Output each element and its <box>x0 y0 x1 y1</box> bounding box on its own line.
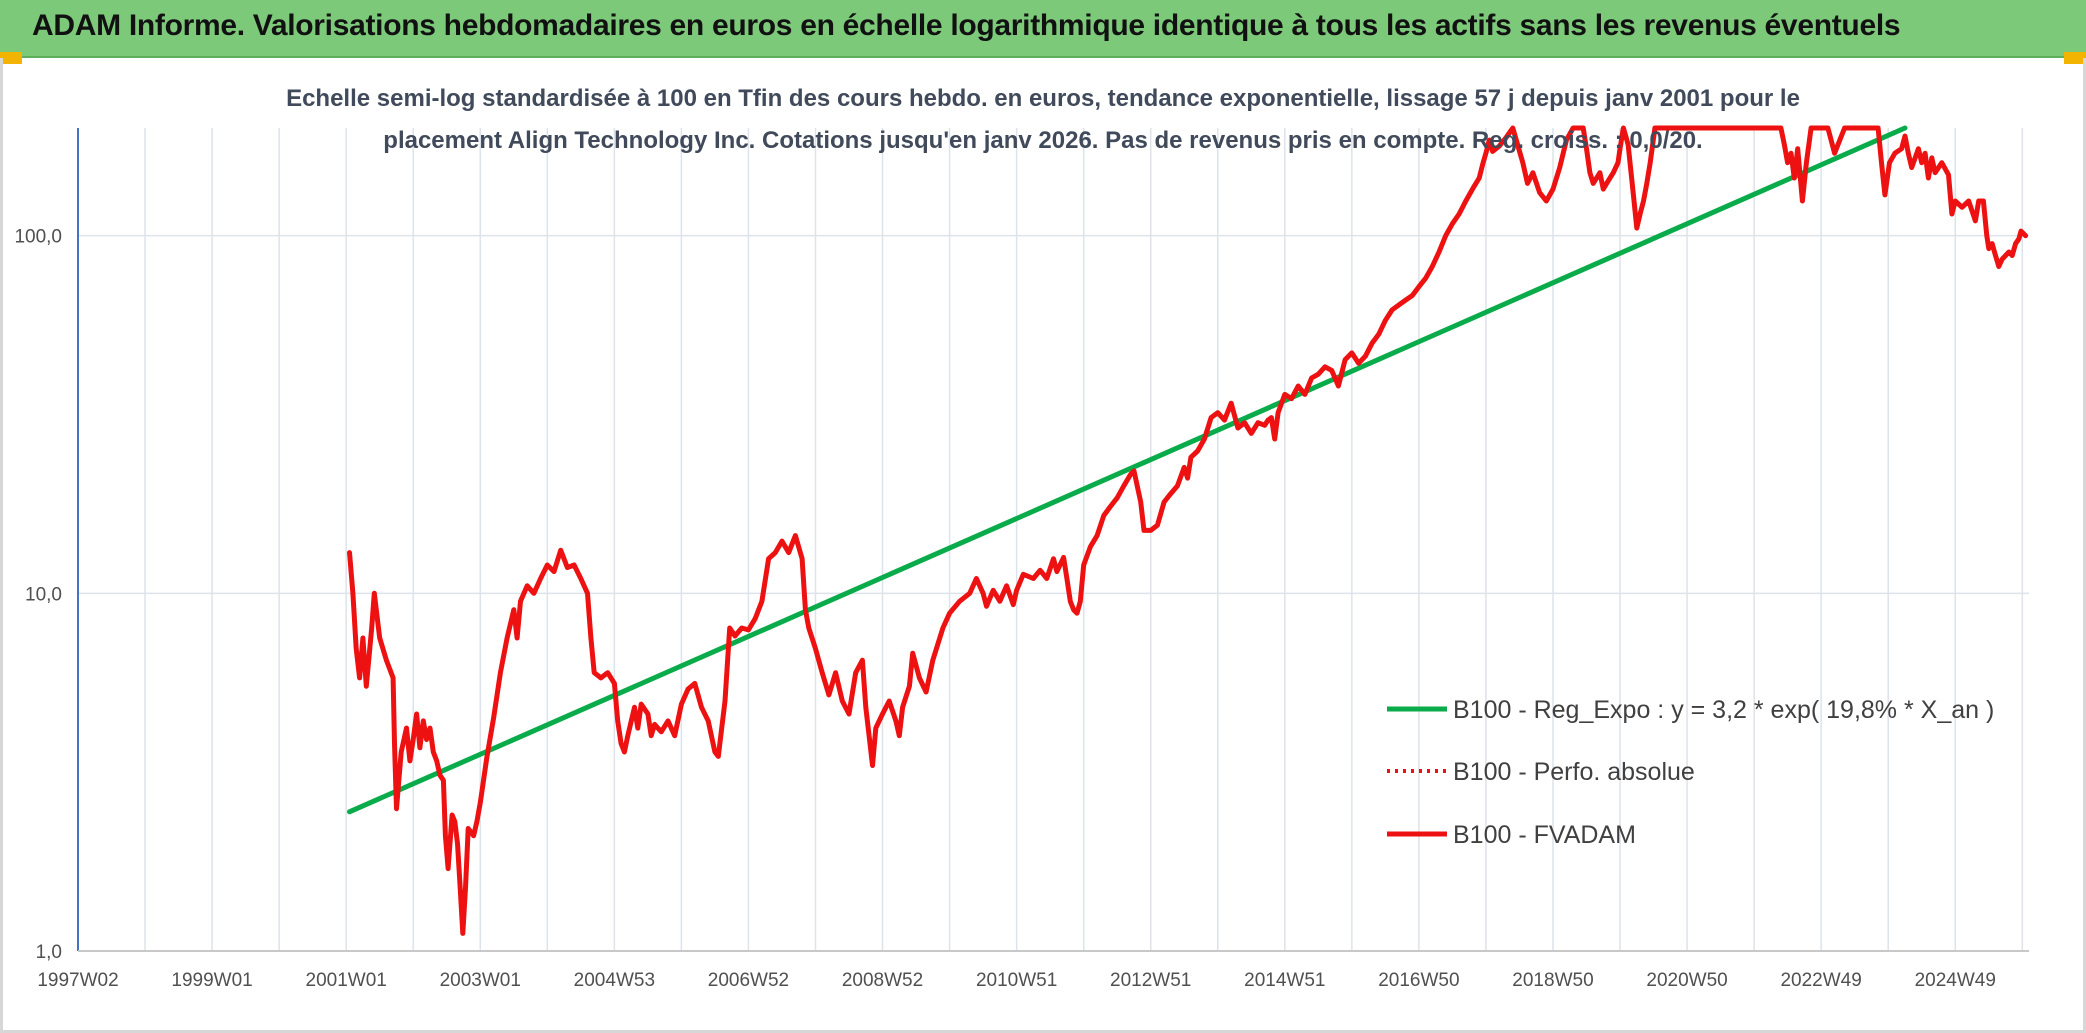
grid-layer <box>77 128 2029 952</box>
x-tick-label: 2003W01 <box>440 970 521 991</box>
y-tick-label: 1,0 <box>36 942 62 963</box>
axis-layer: 1,0 10,0 100,0 1997W02 1999W01 2001W01 2003W01… <box>14 128 2029 991</box>
x-tick-label: 2012W51 <box>1110 970 1191 991</box>
x-tick-label: 2020W50 <box>1646 970 1727 991</box>
x-tick-label: 2001W01 <box>306 970 387 991</box>
report-header: ADAM Informe. Valorisations hebdomadaire… <box>0 0 2086 58</box>
corner-accent-right <box>2064 52 2086 64</box>
chart-title: Echelle semi-log standardisée à 100 en T… <box>286 85 1800 154</box>
x-tick-label: 2004W53 <box>574 970 655 991</box>
x-tick-label: 2018W50 <box>1512 970 1593 991</box>
legend-label-perf: B100 - Perfo. absolue <box>1453 758 1695 786</box>
report-title: ADAM Informe. Valorisations hebdomadaire… <box>32 9 1901 42</box>
x-tick-label: 2006W52 <box>708 970 789 991</box>
y-tick-label: 10,0 <box>25 584 62 605</box>
x-tick-label: 2024W49 <box>1915 970 1996 991</box>
y-tick-label: 100,0 <box>14 227 62 248</box>
x-tick-label: 2010W51 <box>976 970 1057 991</box>
chart-area: 1,0 10,0 100,0 1997W02 1999W01 2001W01 2003W01… <box>0 58 2086 1033</box>
series-line-reg-expo <box>347 125 1908 815</box>
chart-title-line-1: Echelle semi-log standardisée à 100 en T… <box>286 85 1800 112</box>
legend-label-fvadam: B100 - FVADAM <box>1453 821 1636 849</box>
x-tick-label: 2014W51 <box>1244 970 1325 991</box>
x-tick-label: 2022W49 <box>1780 970 1861 991</box>
corner-accent-left <box>0 52 22 64</box>
x-tick-label: 2008W52 <box>842 970 923 991</box>
chart-svg: 1,0 10,0 100,0 1997W02 1999W01 2001W01 2003W01… <box>14 85 2029 991</box>
chart-title-line-2: placement Align Technology Inc. Cotation… <box>383 127 1702 154</box>
series-line-fvadam <box>347 125 2029 936</box>
legend: B100 - Reg_Expo : y = 3,2 * exp( 19,8% *… <box>1387 696 1994 849</box>
x-tick-label: 2016W50 <box>1378 970 1459 991</box>
series-layer <box>347 125 2029 936</box>
x-tick-label: 1999W01 <box>171 970 252 991</box>
legend-label-trend: B100 - Reg_Expo : y = 3,2 * exp( 19,8% *… <box>1453 696 1994 724</box>
x-tick-label: 1997W02 <box>37 970 118 991</box>
